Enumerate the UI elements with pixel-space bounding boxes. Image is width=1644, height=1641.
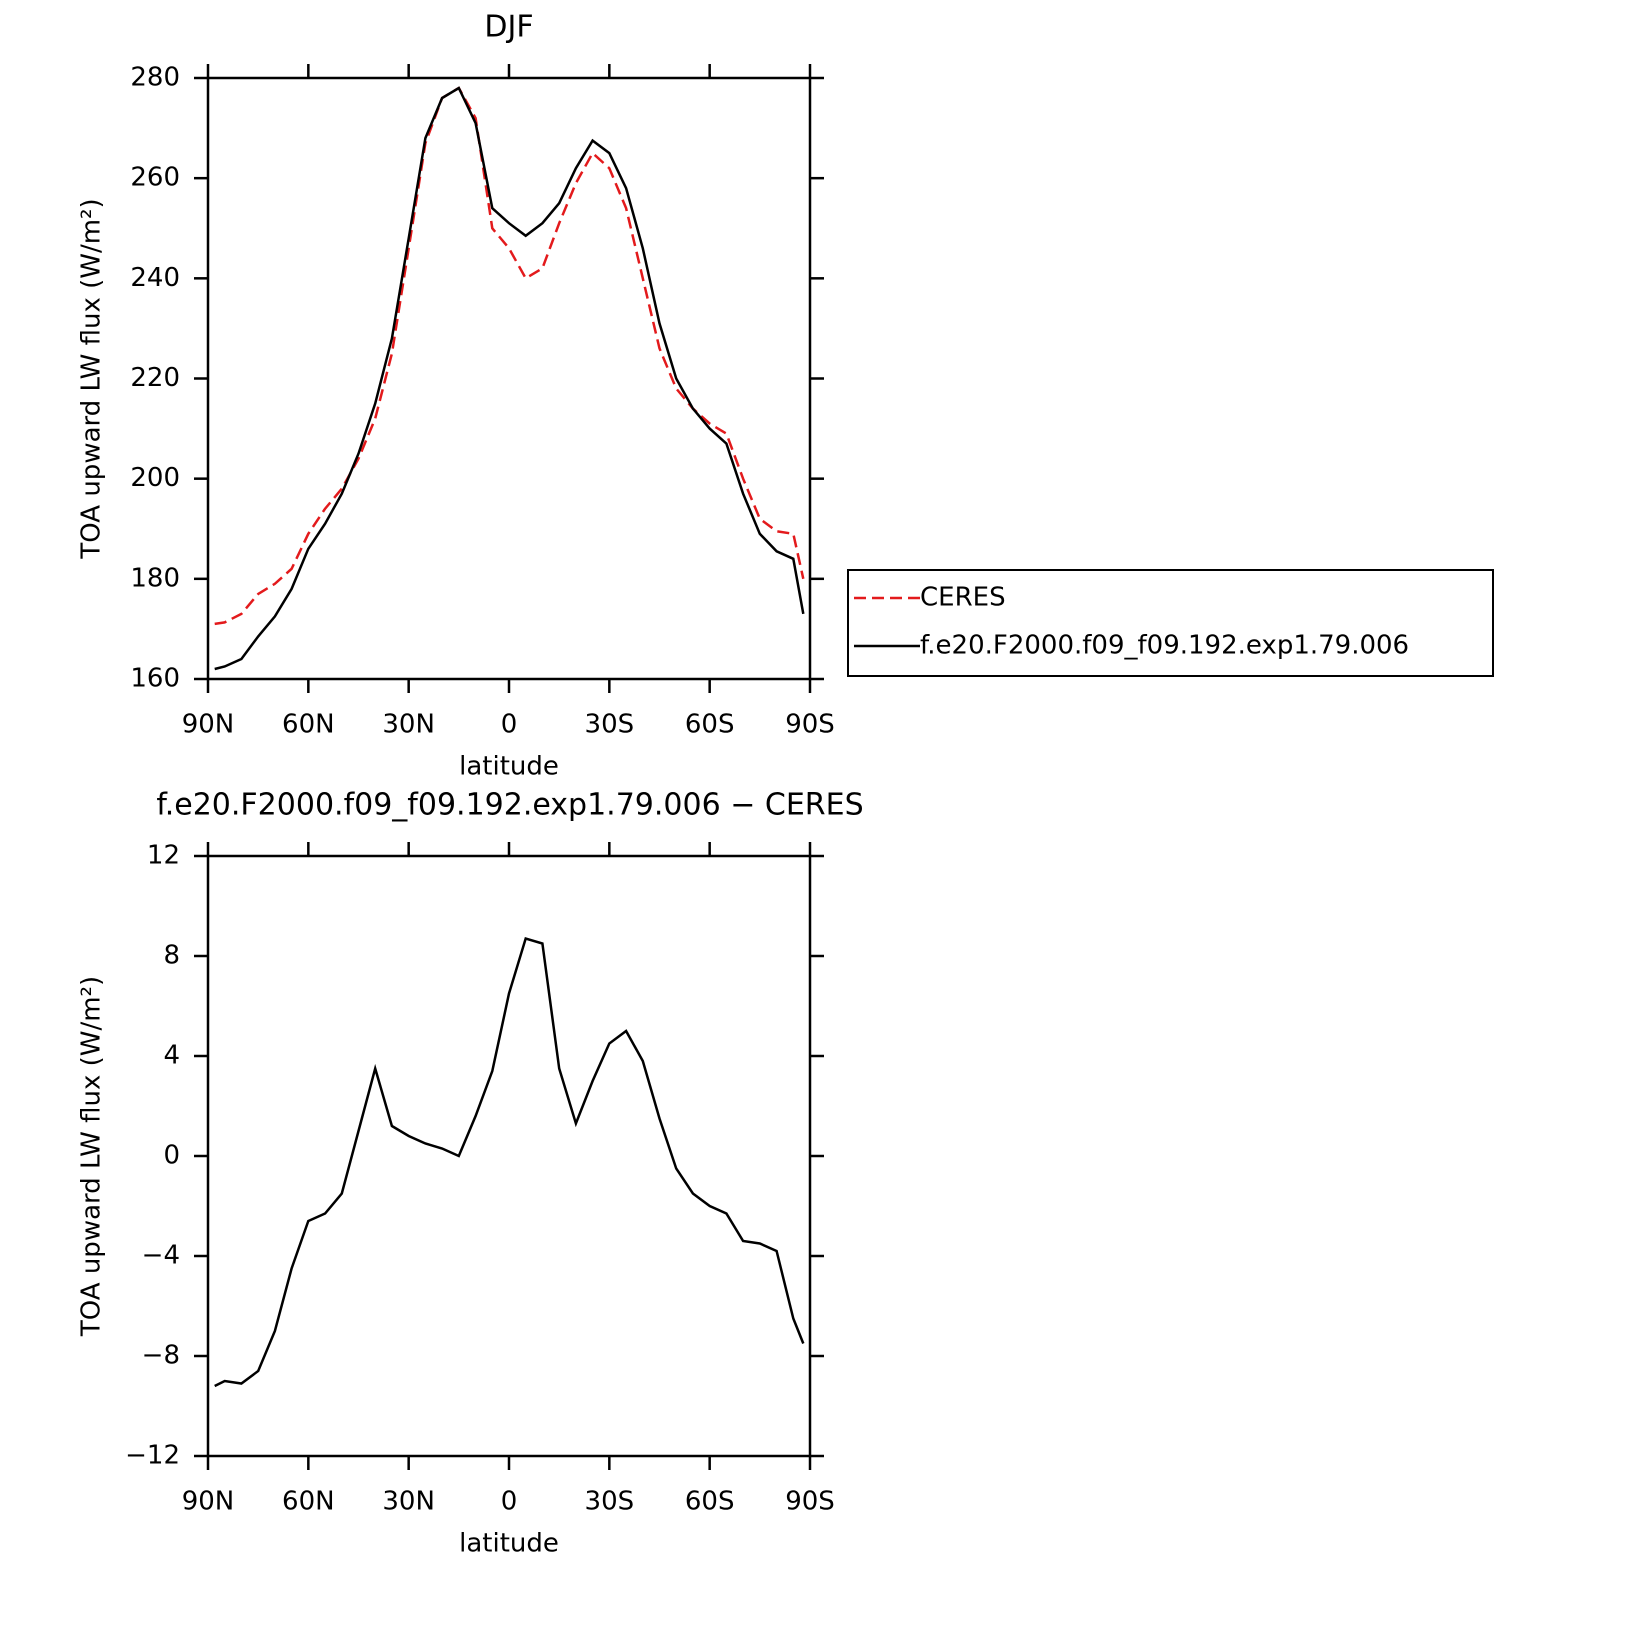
y-tick-label: 280 bbox=[130, 63, 180, 93]
x-tick-label: 60N bbox=[282, 710, 335, 740]
x-tick-label: 0 bbox=[501, 1487, 518, 1517]
x-tick-label: 60S bbox=[685, 1487, 735, 1517]
x-tick-label: 60N bbox=[282, 1487, 335, 1517]
plot-frame bbox=[206, 76, 812, 681]
chart-title: f.e20.F2000.f09_f09.192.exp1.79.006 − CE… bbox=[156, 788, 863, 823]
plot-frame bbox=[206, 854, 812, 1458]
y-tick-label: 4 bbox=[163, 1041, 180, 1071]
x-tick-label: 30N bbox=[382, 710, 435, 740]
y-tick-label: 240 bbox=[130, 263, 180, 293]
x-tick-label: 30S bbox=[585, 710, 635, 740]
data-line bbox=[214, 86, 805, 671]
x-tick-label: 90N bbox=[182, 1487, 235, 1517]
x-axis-label: latitude bbox=[459, 1529, 559, 1559]
y-tick-label: 260 bbox=[130, 163, 180, 193]
x-tick-label: 90S bbox=[785, 710, 835, 740]
x-axis-label: latitude bbox=[459, 752, 559, 782]
legend-label: CERES bbox=[920, 583, 1006, 613]
x-tick-label: 90N bbox=[182, 710, 235, 740]
y-tick-label: 200 bbox=[130, 463, 180, 493]
y-tick-label: −12 bbox=[125, 1441, 180, 1471]
y-tick-label: 180 bbox=[130, 563, 180, 593]
y-tick-label: −4 bbox=[142, 1241, 180, 1271]
y-tick-label: 8 bbox=[163, 941, 180, 971]
y-tick-label: −8 bbox=[142, 1341, 180, 1371]
data-line bbox=[214, 86, 805, 626]
y-axis-label: TOA upward LW flux (W/m²) bbox=[77, 976, 107, 1337]
y-tick-label: 160 bbox=[130, 664, 180, 694]
legend-label: f.e20.F2000.f09_f09.192.exp1.79.006 bbox=[920, 631, 1409, 661]
y-axis-label: TOA upward LW flux (W/m²) bbox=[77, 198, 107, 559]
x-tick-label: 60S bbox=[685, 710, 735, 740]
x-tick-label: 30S bbox=[585, 1487, 635, 1517]
data-line bbox=[214, 936, 805, 1388]
y-tick-label: 220 bbox=[130, 363, 180, 393]
chart-title: DJF bbox=[484, 10, 533, 45]
x-tick-label: 90S bbox=[785, 1487, 835, 1517]
y-tick-label: 0 bbox=[163, 1141, 180, 1171]
y-tick-label: 12 bbox=[147, 841, 180, 871]
x-tick-label: 30N bbox=[382, 1487, 435, 1517]
legend-box bbox=[847, 569, 1494, 677]
x-tick-label: 0 bbox=[501, 710, 518, 740]
